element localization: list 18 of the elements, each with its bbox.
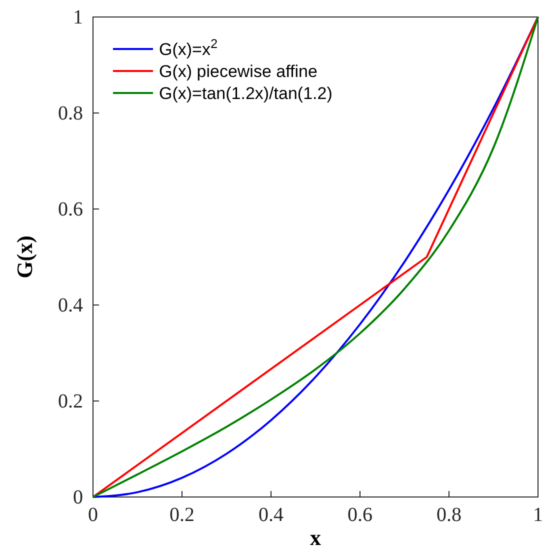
x-tick-label: 1 (533, 504, 543, 526)
x-tick-label: 0.6 (348, 504, 372, 526)
y-tick-label: 0.6 (58, 198, 83, 220)
y-tick-label: 0.4 (58, 294, 83, 316)
legend-label: G(x)=tan(1.2x)/tan(1.2) (159, 84, 332, 103)
y-axis-title: G(x) (12, 236, 37, 278)
x-tick-label: 0.4 (258, 504, 284, 526)
y-tick-label: 1 (73, 6, 83, 28)
y-tick-label: 0.2 (58, 390, 83, 412)
legend-label: G(x)=x$^{2}$ (159, 36, 218, 59)
x-tick-label: 0.8 (436, 504, 462, 526)
line-series (92, 16, 539, 498)
y-tick-label: 0.8 (58, 102, 83, 124)
x-tick-label: 0.2 (170, 504, 194, 526)
x-axis-title: x (310, 525, 321, 549)
x-tick-label: 0 (88, 504, 98, 526)
y-tick-label: 0 (73, 486, 83, 508)
legend-label: G(x) piecewise affine (159, 62, 318, 81)
